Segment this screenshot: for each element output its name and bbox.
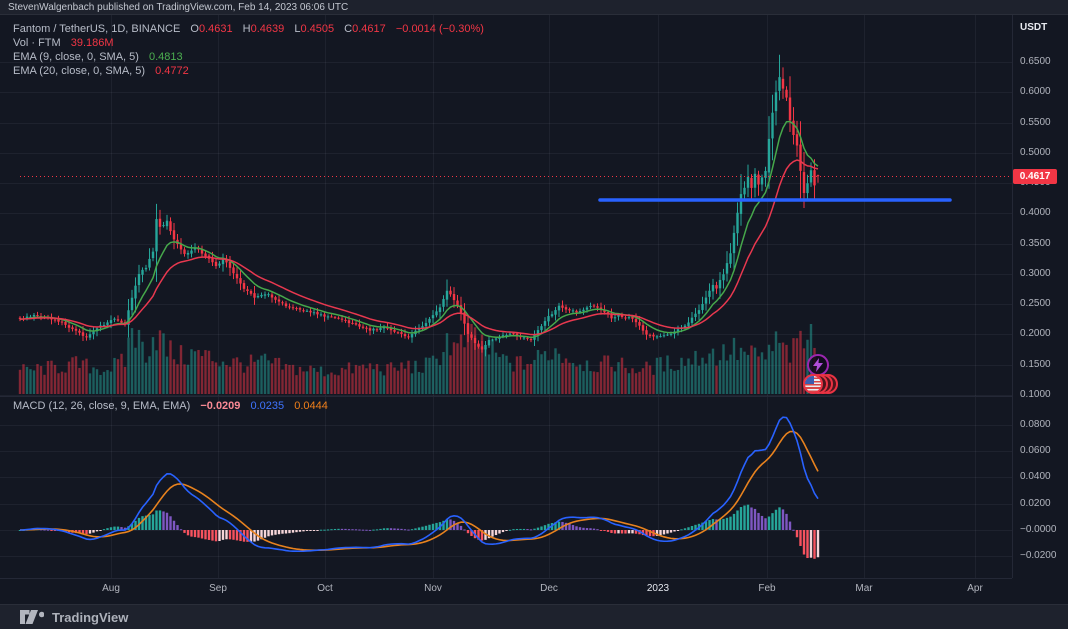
price-axis[interactable] [1012,15,1068,578]
symbol-legend-row[interactable]: Fantom / TetherUS, 1D, BINANCE O0.4631 H… [13,23,484,36]
time-tick: Oct [317,583,333,594]
time-tick: Apr [967,583,983,594]
close-value: 0.4617 [352,23,386,35]
price-tick: 0.3000 [1020,267,1051,279]
macd-tick: −0.0000 [1020,524,1057,535]
time-tick: Dec [540,583,558,594]
macd-tick: 0.0200 [1020,497,1051,509]
us-flag-icon [803,374,823,394]
time-tick: Mar [855,583,873,594]
price-tick: 0.5500 [1020,116,1051,128]
open-value: 0.4631 [198,23,233,35]
price-tick: 0.5000 [1020,146,1051,158]
close-label: C [344,23,353,35]
price-tick: 0.1000 [1020,389,1051,401]
volume-label: Vol · FTM [13,37,61,49]
macd-hist-value: −0.0209 [200,400,241,412]
high-label: H [242,23,251,35]
time-tick: 2023 [646,583,670,594]
chart-legend: Fantom / TetherUS, 1D, BINANCE O0.4631 H… [13,23,484,79]
publish-text: StevenWalgenbach published on TradingVie… [8,2,349,13]
macd-line-value: 0.0235 [250,400,285,412]
ema9-value: 0.4813 [149,51,183,63]
price-tick: 0.2500 [1020,298,1051,310]
price-tick: 0.3500 [1020,237,1051,249]
macd-label: MACD (12, 26, close, 9, EMA, EMA) [13,400,191,412]
lightning-idea-marker[interactable] [807,354,829,376]
macd-signal-value: 0.0444 [294,400,328,412]
volume-value: 39.186M [70,37,114,49]
time-tick: Nov [424,583,442,594]
macd-tick: −0.0200 [1020,550,1057,562]
price-tick: 0.6000 [1020,86,1051,98]
publish-banner: StevenWalgenbach published on TradingVie… [0,0,1068,15]
ema20-label: EMA (20, close, 0, SMA, 5) [13,65,146,77]
price-axis-currency-label: USDT [1020,22,1048,33]
time-tick: Aug [102,583,120,594]
macd-legend-row[interactable]: MACD (12, 26, close, 9, EMA, EMA) −0.020… [13,400,328,412]
macd-tick: 0.0600 [1020,444,1051,456]
ema9-label: EMA (9, close, 0, SMA, 5) [13,51,139,63]
ema9-legend-row[interactable]: EMA (9, close, 0, SMA, 5) 0.4813 [13,51,484,64]
last-price-label: 0.4617 [1013,169,1057,184]
ema20-legend-row[interactable]: EMA (20, close, 0, SMA, 5) 0.4772 [13,65,484,78]
macd-tick: 0.0800 [1020,418,1051,430]
price-tick: 0.4000 [1020,207,1051,219]
price-tick: 0.1500 [1020,358,1051,370]
tradingview-brand[interactable]: TradingView [52,609,129,625]
open-label: O [190,23,199,35]
low-label: L [294,23,301,35]
low-value: 0.4505 [300,23,335,35]
volume-legend-row[interactable]: Vol · FTM 39.186M [13,37,484,50]
time-axis[interactable] [0,578,1012,604]
ema20-value: 0.4772 [155,65,189,77]
price-tick: 0.2000 [1020,328,1051,340]
time-tick: Feb [758,583,776,594]
footer-bar: TradingView [0,604,1068,629]
tradingview-logo-icon[interactable] [20,610,44,624]
time-tick: Sep [209,583,227,594]
price-tick: 0.6500 [1020,56,1051,67]
symbol-title: Fantom / TetherUS, 1D, BINANCE [13,23,181,35]
high-value: 0.4639 [250,23,285,35]
flag-idea-markers[interactable] [803,374,841,396]
lightning-icon [813,358,823,372]
macd-tick: 0.0400 [1020,471,1051,483]
change-value: −0.0014 (−0.30%) [395,23,484,35]
